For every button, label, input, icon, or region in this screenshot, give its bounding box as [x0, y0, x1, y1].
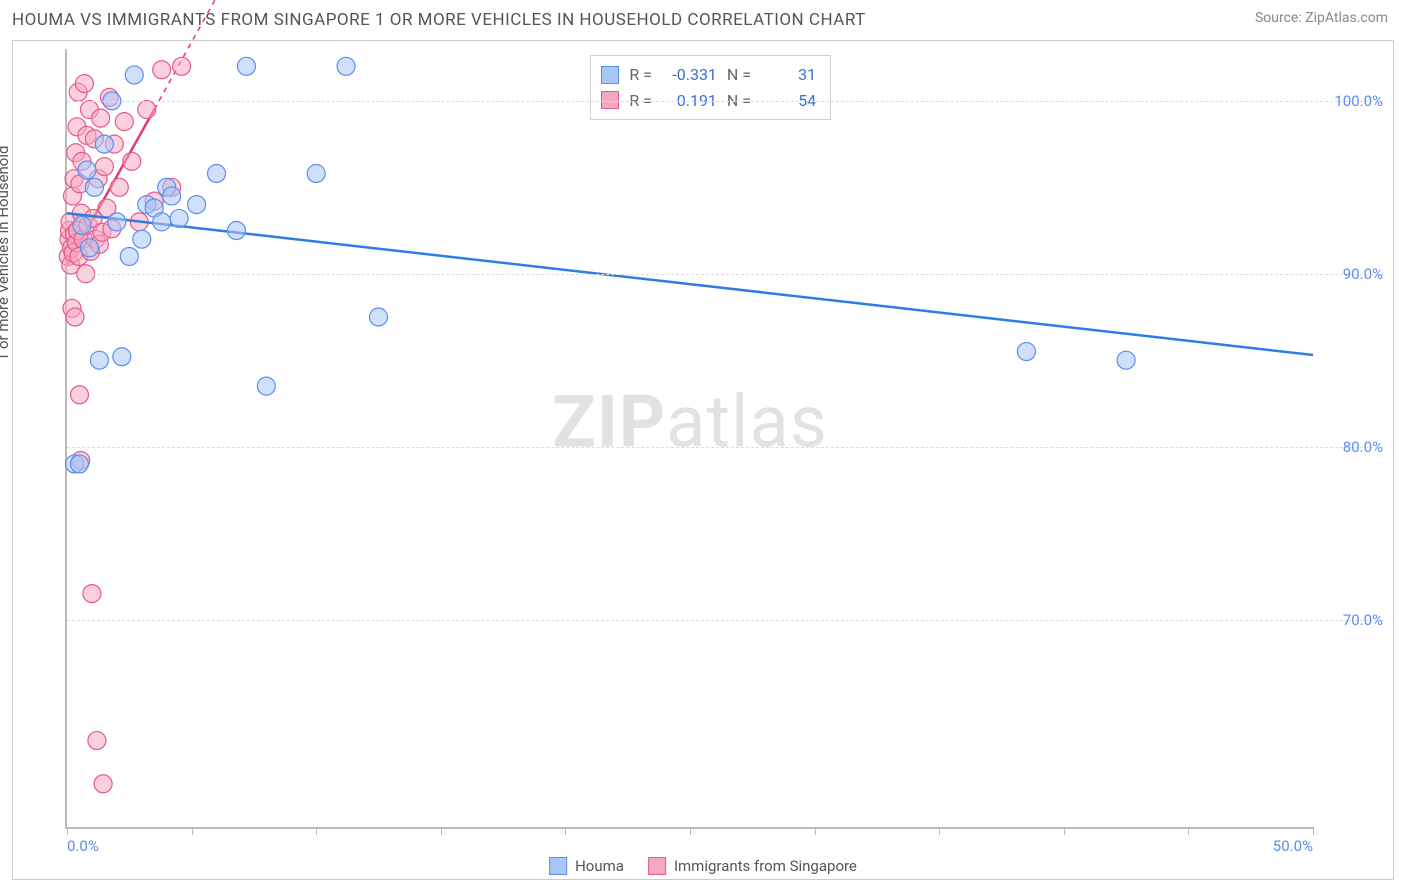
singapore-point — [95, 158, 113, 176]
legend-item: Immigrants from Singapore — [648, 857, 857, 875]
singapore-point — [173, 57, 191, 75]
y-tick-label: 90.0% — [1323, 265, 1383, 283]
singapore-point — [70, 386, 88, 404]
singapore-point — [92, 109, 110, 127]
houma-point — [170, 209, 188, 227]
houma-point — [90, 351, 108, 369]
singapore-point — [94, 775, 112, 793]
houma-point — [120, 247, 138, 265]
houma-point — [188, 196, 206, 214]
stats-legend-box: R =-0.331N =31R =0.191N =54 — [590, 55, 831, 120]
legend-label: Houma — [575, 857, 624, 875]
houma-point — [153, 213, 171, 231]
x-tick — [1188, 827, 1189, 835]
houma-point — [80, 239, 98, 257]
legend-swatch — [549, 857, 567, 875]
source-attribution: Source: ZipAtlas.com — [1255, 10, 1388, 26]
houma-point — [108, 213, 126, 231]
singapore-point — [66, 308, 84, 326]
houma-point — [85, 178, 103, 196]
x-tick-label: 0.0% — [67, 837, 99, 855]
plot-area: ZIPatlas R =-0.331N =31R =0.191N =54 70.… — [65, 49, 1313, 829]
houma-point — [337, 57, 355, 75]
houma-point — [125, 66, 143, 84]
singapore-point — [83, 585, 101, 603]
chart-container: 1 or more Vehicles in Household ZIPatlas… — [12, 40, 1394, 880]
singapore-point — [153, 61, 171, 79]
gridline — [67, 274, 1383, 275]
houma-point — [73, 216, 91, 234]
x-tick — [316, 827, 317, 835]
n-label: N = — [727, 62, 751, 88]
x-tick-label: 50.0% — [1273, 837, 1313, 855]
singapore-point — [138, 101, 156, 119]
y-tick-label: 70.0% — [1323, 611, 1383, 629]
houma-point — [1117, 351, 1135, 369]
legend-swatch — [648, 857, 666, 875]
n-value: 31 — [761, 62, 816, 88]
x-tick — [565, 827, 566, 835]
houma-point — [227, 222, 245, 240]
singapore-point — [75, 75, 93, 93]
houma-point — [307, 164, 325, 182]
x-tick — [1313, 827, 1314, 835]
x-tick — [815, 827, 816, 835]
x-tick — [192, 827, 193, 835]
houma-point — [208, 164, 226, 182]
r-label: R = — [629, 62, 652, 88]
y-axis-label: 1 or more Vehicles in Household — [0, 146, 12, 362]
singapore-point — [110, 178, 128, 196]
stats-row: R = -0.331 N = 31 — [601, 62, 816, 88]
singapore-point — [115, 113, 133, 131]
singapore-point — [123, 152, 141, 170]
houma-point — [70, 455, 88, 473]
houma-point — [370, 308, 388, 326]
x-tick — [67, 827, 68, 835]
houma-point — [113, 348, 131, 366]
chart-title: HOUMA VS IMMIGRANTS FROM SINGAPORE 1 OR … — [12, 10, 866, 30]
series-swatch — [601, 66, 619, 84]
r-value: -0.331 — [662, 62, 717, 88]
singapore-point — [88, 732, 106, 750]
houma-point — [237, 57, 255, 75]
x-tick — [441, 827, 442, 835]
gridline — [67, 101, 1383, 102]
legend-label: Immigrants from Singapore — [674, 857, 857, 875]
x-tick — [690, 827, 691, 835]
gridline — [67, 620, 1383, 621]
houma-point — [163, 187, 181, 205]
bottom-legend: Houma Immigrants from Singapore — [549, 857, 857, 875]
houma-point — [95, 135, 113, 153]
legend-item: Houma — [549, 857, 624, 875]
houma-trendline — [67, 213, 1313, 355]
scatter-svg — [67, 49, 1313, 827]
gridline — [67, 447, 1383, 448]
houma-point — [1017, 343, 1035, 361]
x-tick — [939, 827, 940, 835]
y-tick-label: 100.0% — [1323, 92, 1383, 110]
houma-point — [78, 161, 96, 179]
houma-point — [257, 377, 275, 395]
y-tick-label: 80.0% — [1323, 438, 1383, 456]
houma-point — [133, 230, 151, 248]
x-tick — [1064, 827, 1065, 835]
